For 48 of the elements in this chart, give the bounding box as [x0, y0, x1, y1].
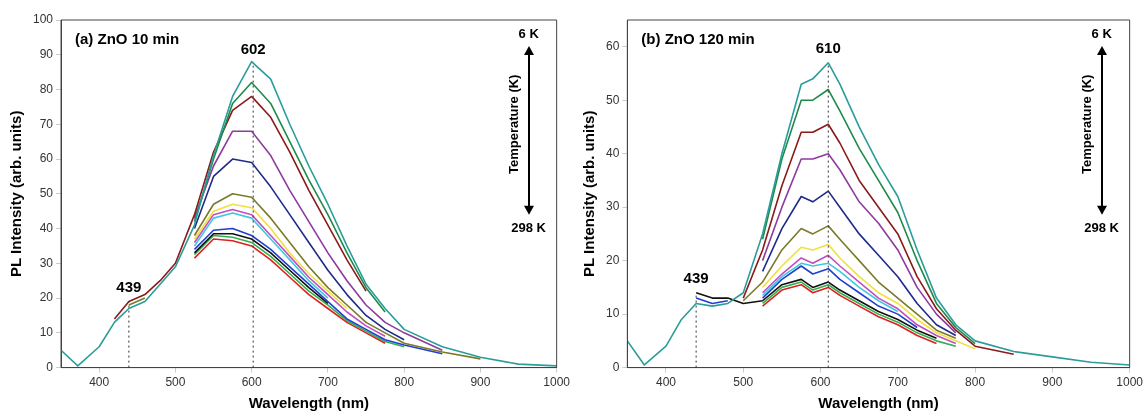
y-tick-label: 10 [605, 306, 620, 321]
y-tick-label: 30 [605, 199, 620, 214]
y-tick-label: 30 [39, 255, 54, 270]
annotation: 298 K [511, 219, 547, 235]
y-tick-label: 20 [39, 290, 54, 305]
annotation: 298 K [1084, 219, 1120, 235]
annotation: Temperature (K) [506, 74, 522, 175]
ref-line-label: 602 [240, 39, 266, 57]
x-tick-label: 800 [965, 375, 986, 390]
x-tick-label: 1000 [543, 375, 571, 390]
y-tick-label: 60 [39, 151, 54, 166]
y-tick-label: 10 [39, 325, 54, 340]
x-axis-title: Wavelength (nm) [248, 394, 369, 412]
y-tick-label: 40 [39, 220, 54, 235]
y-tick-label: 50 [605, 92, 620, 107]
x-tick-label: 900 [470, 375, 491, 390]
x-tick-label: 700 [887, 375, 909, 390]
annotation: (a) ZnO 10 min [75, 29, 180, 47]
y-tick-label: 20 [605, 252, 620, 267]
x-tick-label: 600 [810, 375, 831, 390]
x-tick-label: 1000 [1116, 375, 1144, 390]
y-tick-label: 50 [39, 186, 54, 201]
annotation: 6 K [1091, 26, 1113, 42]
y-tick-label: 70 [39, 116, 54, 131]
x-tick-label: 500 [165, 375, 186, 390]
x-tick-label: 900 [1042, 375, 1063, 390]
x-tick-label: 400 [655, 375, 677, 390]
annotation: 6 K [518, 26, 540, 42]
y-tick-label: 90 [39, 47, 54, 62]
y-tick-label: 100 [32, 12, 54, 27]
y-tick-label: 0 [612, 359, 620, 374]
y-tick-label: 0 [46, 359, 54, 374]
x-axis-title: Wavelength (nm) [818, 394, 939, 412]
x-tick-label: 800 [394, 375, 415, 390]
x-tick-label: 400 [89, 375, 110, 390]
x-tick-label: 500 [733, 375, 754, 390]
y-tick-label: 60 [605, 39, 620, 54]
y-tick-label: 80 [39, 81, 54, 96]
y-axis-title: PL Intensity (arb. units) [580, 110, 598, 277]
annotation: Temperature (K) [1079, 74, 1095, 175]
x-tick-label: 700 [317, 375, 339, 390]
ref-line-label: 610 [815, 39, 841, 57]
ref-line-label: 439 [116, 278, 142, 296]
ref-line-label: 439 [683, 269, 709, 287]
y-tick-label: 40 [605, 146, 620, 160]
x-tick-label: 600 [241, 375, 262, 390]
annotation: (b) ZnO 120 min [641, 29, 755, 47]
y-axis-title: PL Intensity (arb. units) [7, 110, 25, 277]
